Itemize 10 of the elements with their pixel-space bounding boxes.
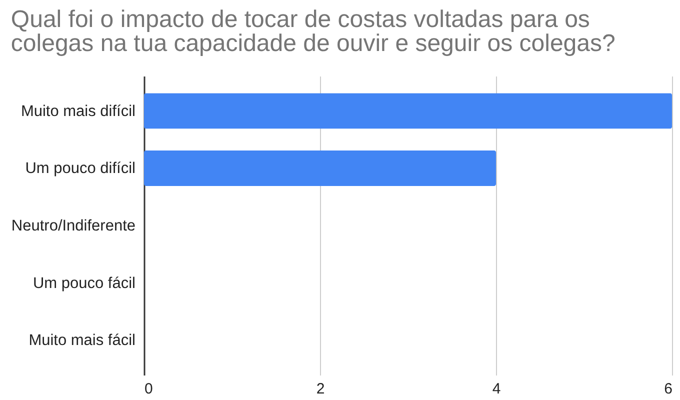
- chart-title: Qual foi o impacto de tocar de costas voltadas para os colegas na tua capacidade de ouvir e seguir os colegas?: [10, 6, 616, 57]
- x-tick-label: 6: [664, 380, 672, 398]
- y-tick-label: Muito mais difícil: [20, 102, 136, 120]
- x-tick-label: 4: [492, 380, 501, 398]
- y-tick-label: Neutro/Indiferente: [11, 218, 136, 234]
- y-tick-label: Um pouco difícil: [25, 160, 136, 178]
- y-tick-label: Muito mais fácil: [28, 332, 136, 350]
- x-tick-label: 2: [316, 380, 325, 398]
- x-tick-label: 0: [144, 380, 153, 398]
- y-tick-label: Um pouco fácil: [32, 274, 136, 292]
